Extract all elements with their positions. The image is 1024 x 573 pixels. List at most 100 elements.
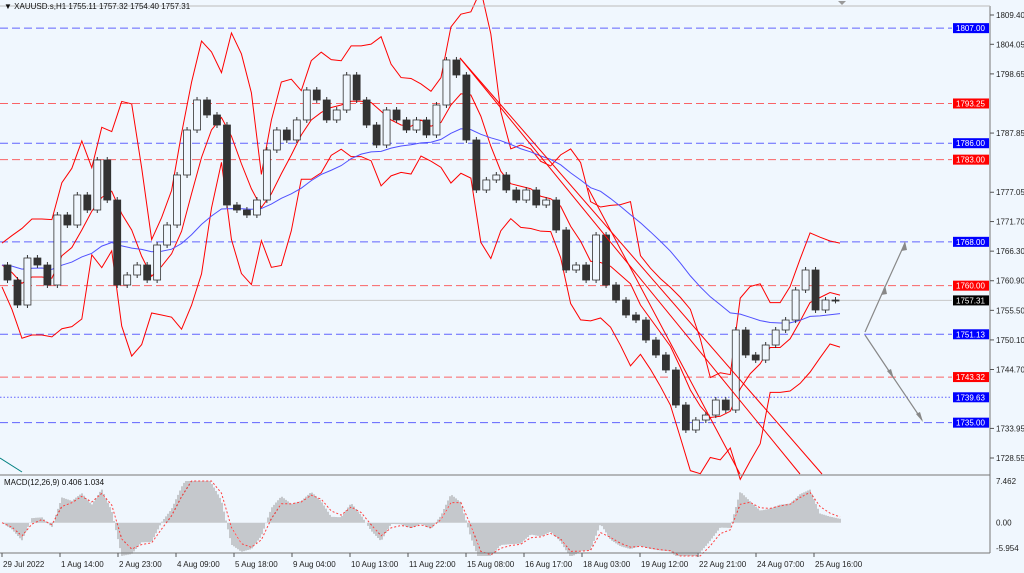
candle <box>512 189 521 201</box>
arrowhead-icon <box>881 285 887 295</box>
candle <box>622 299 630 316</box>
macd-label: MACD(12,26,9) 0.406 1.034 <box>4 478 105 487</box>
price-tick-label: 1766.30 <box>996 247 1024 256</box>
trendlines[interactable] <box>0 57 823 475</box>
candle <box>83 194 92 211</box>
price-tick-label: 1809.40 <box>996 11 1024 20</box>
level-label: 1786.00 <box>956 139 985 148</box>
level-label: 1783.00 <box>956 156 985 165</box>
level-label-box <box>953 295 989 306</box>
candle <box>93 159 102 211</box>
price-axis[interactable]: 1809.40 1804.05 1798.65 1787.85 1777.05 1771.… <box>990 11 1024 553</box>
candle <box>262 149 271 201</box>
forecast-arrows[interactable] <box>864 241 923 422</box>
candle <box>662 354 670 371</box>
moving-average <box>1 128 841 324</box>
candle <box>63 214 72 226</box>
candle <box>123 274 132 286</box>
candle <box>672 369 680 406</box>
time-axis[interactable]: 29 Jul 2022 1 Aug 14:00 2 Aug 23:00 4 Aug 0… <box>1 553 863 569</box>
time-tick-label: 11 Aug 22:00 <box>409 560 456 569</box>
time-tick-label: 16 Aug 17:00 <box>525 560 573 569</box>
price-tick-label: 1771.70 <box>996 218 1024 227</box>
arrowhead-icon <box>887 369 894 379</box>
trendline[interactable] <box>0 457 23 473</box>
candles <box>3 56 840 433</box>
candle <box>731 329 740 411</box>
candle <box>582 264 590 281</box>
candle <box>592 234 600 281</box>
candle <box>213 114 221 126</box>
level-label: 1739.63 <box>956 393 985 402</box>
candle <box>642 319 650 341</box>
candle <box>243 209 251 216</box>
candle <box>721 399 730 411</box>
macd-tick-label: 0.00 <box>996 519 1012 528</box>
indicator-lines <box>1 0 841 481</box>
macd-panel <box>1 480 841 557</box>
candle <box>701 414 710 421</box>
time-tick-label: 29 Jul 2022 <box>3 560 45 569</box>
candle <box>223 124 231 206</box>
level-label-box <box>953 236 989 247</box>
level-label: 1793.25 <box>956 99 985 108</box>
candle <box>322 99 331 121</box>
chart-shift-icon[interactable] <box>838 1 846 5</box>
price-tick-label: 1787.85 <box>996 129 1024 138</box>
candle <box>113 199 122 286</box>
symbol-info: XAUUSD.s,H1 1755.11 1757.32 1754.40 1757… <box>14 2 191 11</box>
candle <box>711 399 720 416</box>
candle <box>771 329 780 346</box>
price-tick-label: 1777.05 <box>996 188 1024 197</box>
candle <box>751 354 760 361</box>
candle <box>761 344 770 361</box>
level-label: 1760.00 <box>956 282 985 291</box>
candle <box>352 74 361 101</box>
candle <box>312 89 321 101</box>
price-tick-label: 1798.65 <box>996 70 1024 79</box>
candle <box>3 264 12 281</box>
time-tick-label: 15 Aug 08:00 <box>467 560 515 569</box>
candle <box>612 284 620 301</box>
candle <box>462 74 471 141</box>
candle <box>53 214 62 286</box>
candle <box>73 194 82 226</box>
trendline[interactable] <box>459 57 823 475</box>
price-tick-label: 1733.95 <box>996 424 1024 433</box>
candle <box>282 129 291 141</box>
menu-triangle-icon[interactable]: ▼ <box>4 2 12 11</box>
level-labels: 1807.00 1793.25 1786.00 1783.00 1768.00 1760.… <box>953 23 989 428</box>
level-label: 1768.00 <box>956 238 985 247</box>
candle <box>801 269 810 291</box>
candle <box>203 99 211 116</box>
time-tick-label: 5 Aug 18:00 <box>235 560 278 569</box>
time-tick-label: 25 Aug 16:00 <box>815 560 863 569</box>
candle <box>33 257 42 266</box>
candle <box>153 244 162 281</box>
bollinger-upper <box>1 0 841 379</box>
time-tick-label: 1 Aug 14:00 <box>61 560 104 569</box>
candle <box>43 264 52 286</box>
candle <box>542 199 551 206</box>
trendline[interactable] <box>587 187 741 475</box>
time-tick-label: 24 Aug 07:00 <box>757 560 805 569</box>
level-label: 1757.31 <box>956 296 985 305</box>
candle <box>302 89 311 121</box>
macd-signal-line <box>1 480 841 557</box>
candle <box>342 74 351 111</box>
macd-tick-label: -5.954 <box>996 544 1019 553</box>
candle <box>133 264 142 276</box>
candle <box>652 339 660 356</box>
time-tick-label: 2 Aug 23:00 <box>119 560 162 569</box>
level-label-box <box>953 138 989 149</box>
price-tick-label: 1804.05 <box>996 40 1024 49</box>
candle <box>163 224 171 246</box>
candle <box>382 109 391 146</box>
candle <box>482 179 491 191</box>
candle <box>791 289 800 321</box>
time-tick-label: 10 Aug 13:00 <box>351 560 399 569</box>
candle <box>362 99 371 126</box>
level-label: 1807.00 <box>956 24 985 33</box>
candle <box>572 264 581 271</box>
